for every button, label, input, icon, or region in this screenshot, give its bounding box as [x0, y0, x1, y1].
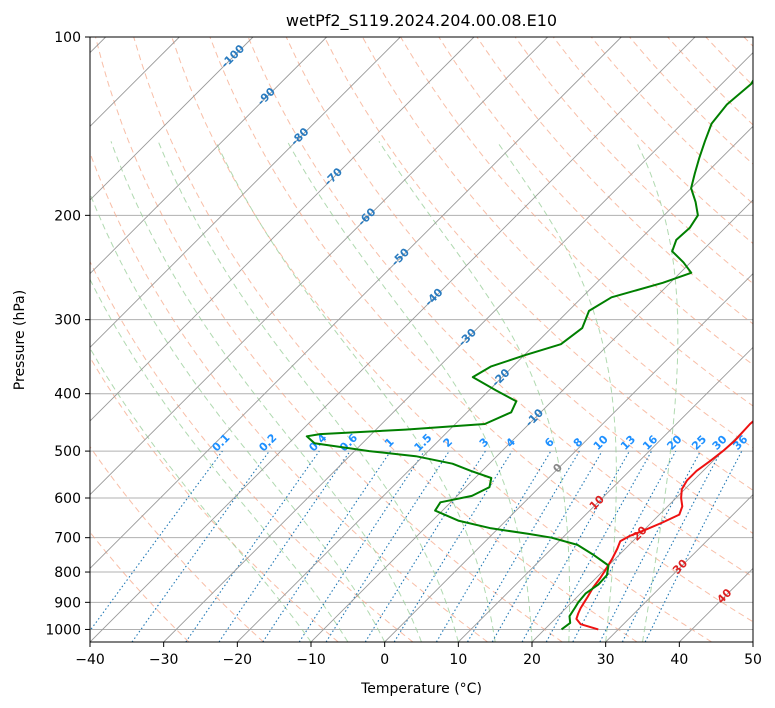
dry-adiabat	[133, 37, 638, 642]
moist-adiabat	[286, 141, 533, 642]
isotherm-line	[90, 37, 401, 348]
dry-adiabat	[209, 37, 753, 623]
x-tick-label: 20	[523, 652, 541, 668]
isotherm-line	[237, 125, 753, 642]
mixing-ratio-line	[393, 450, 513, 642]
moist-adiabat	[378, 141, 571, 642]
isotherm-line	[458, 346, 753, 642]
y-tick-label: 500	[54, 444, 81, 460]
mixing-ratio-line	[90, 450, 223, 632]
x-tick-label: 40	[670, 652, 688, 668]
moist-adiabats	[90, 141, 679, 642]
isotherm-line	[605, 494, 753, 642]
mixing-ratio-lines	[90, 450, 743, 642]
dry-adiabat	[285, 37, 753, 535]
x-tick-label: 0	[380, 652, 389, 668]
dry-adiabat	[95, 37, 563, 642]
y-tick-label: 700	[54, 531, 81, 547]
isotherm-line	[90, 37, 548, 496]
y-tick-label: 600	[54, 491, 81, 507]
dry-adiabat	[323, 37, 753, 491]
moist-adiabat	[635, 141, 679, 642]
y-axis-title: Pressure (hPa)	[12, 290, 28, 390]
mixing-ratio-line	[298, 450, 425, 642]
isotherm-line	[310, 199, 753, 642]
moist-adiabat	[110, 141, 422, 642]
mixing-ratio-line	[131, 450, 270, 642]
y-tick-label: 300	[54, 313, 81, 329]
isotherm-line	[90, 37, 696, 642]
x-tick-label: 30	[597, 652, 615, 668]
x-axis: −40 −30 −20 −10 0 10 20 30 40 50	[75, 642, 762, 668]
mixing-ratio-line	[521, 450, 630, 642]
dry-adiabats	[90, 37, 753, 642]
moist-adiabat	[215, 141, 496, 642]
isotherm-line	[90, 37, 475, 422]
temperature-profile-line	[575, 420, 753, 631]
y-tick-label: 200	[54, 208, 81, 224]
isotherm-line	[90, 37, 254, 201]
dry-adiabat	[90, 445, 264, 642]
mixing-ratio-line	[262, 450, 392, 642]
mixing-ratio-line	[218, 450, 351, 642]
x-tick-label: 10	[449, 652, 467, 668]
x-tick-label: −40	[75, 652, 105, 668]
skewed-isotherms	[90, 37, 753, 642]
dewpoint-profile-line	[305, 78, 753, 631]
mixing-ratio-line	[644, 450, 743, 642]
mixing-ratio-line	[185, 450, 320, 642]
dry-adiabat	[90, 356, 339, 642]
isotherm-line	[384, 273, 753, 642]
profile-series	[305, 78, 753, 631]
moist-adiabat	[90, 192, 386, 642]
moist-adiabat	[90, 278, 349, 642]
dry-adiabat	[476, 37, 753, 325]
y-tick-label: 1000	[45, 622, 81, 638]
isotherm-line	[531, 420, 753, 642]
mixing-ratio-line	[545, 450, 653, 642]
moist-adiabat	[496, 141, 617, 642]
plot-area: 0.1 0.2 0.4 0.6 1 1.5 2 3 4 6 8 10 13 16 20 25 30 36-100-…	[90, 37, 753, 642]
x-tick-label: −30	[149, 652, 179, 668]
y-tick-label: 400	[54, 387, 81, 403]
moist-adiabat	[90, 347, 312, 642]
dry-adiabat	[90, 260, 414, 642]
mixing-ratio-line	[325, 450, 450, 642]
dry-adiabat	[171, 37, 712, 642]
moist-adiabat	[157, 141, 459, 642]
x-axis-title: Temperature (°C)	[360, 681, 482, 697]
dry-adiabat	[514, 37, 753, 285]
dry-adiabat	[247, 37, 753, 578]
y-axis: 100 200 300 400 500 600 700 800 900 1000	[45, 30, 90, 638]
isotherm-line	[90, 37, 327, 275]
isotherm-line	[90, 37, 622, 569]
isotherm-line	[163, 52, 753, 642]
plot-frame	[89, 36, 754, 643]
y-tick-label: 800	[54, 565, 81, 581]
y-tick-label: 100	[54, 30, 81, 46]
mixing-ratio-line	[572, 450, 677, 642]
y-tick-label: 900	[54, 595, 81, 611]
chart-title: wetPf2_S119.2024.204.00.08.E10	[286, 11, 557, 31]
x-tick-label: −10	[296, 652, 326, 668]
x-tick-label: 50	[744, 652, 762, 668]
x-tick-label: −20	[223, 652, 253, 668]
